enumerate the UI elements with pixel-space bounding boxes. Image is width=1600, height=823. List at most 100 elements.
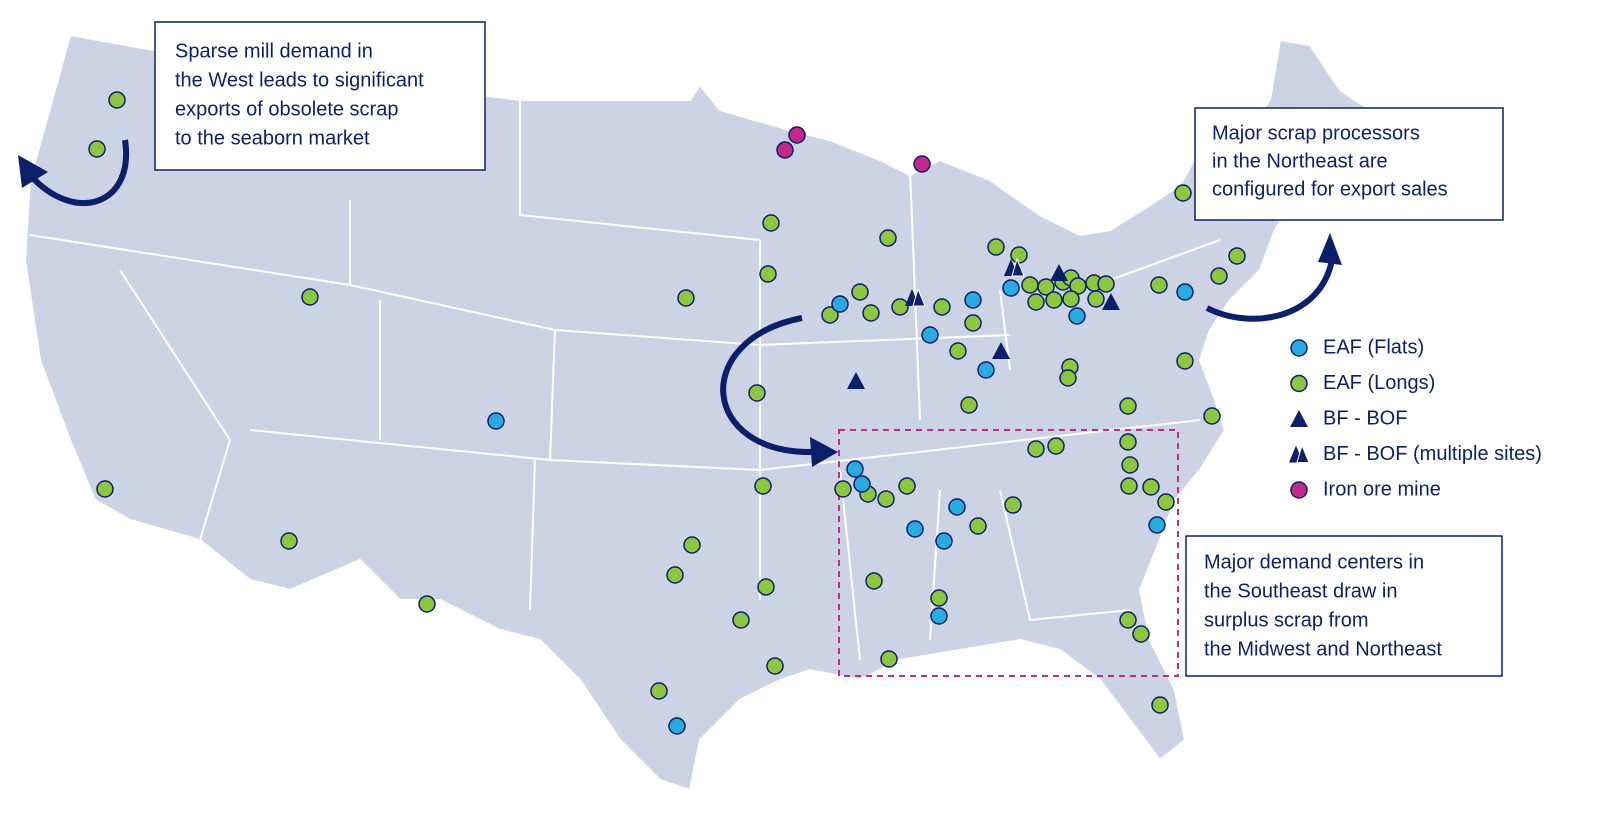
arrow — [27, 139, 130, 206]
eaf-flats-site — [668, 717, 686, 735]
callout-text: in the Northeast are — [1212, 150, 1388, 172]
bf-bof-multiple-site — [912, 287, 926, 307]
us-outline — [23, 33, 1372, 792]
arrowhead — [18, 155, 48, 188]
eaf-flats-site — [948, 498, 966, 516]
eaf-longs-site — [1087, 290, 1105, 308]
eaf-longs-site — [1151, 696, 1169, 714]
eaf-longs-site — [949, 342, 967, 360]
legend-symbol — [1290, 481, 1308, 499]
eaf-longs-site — [301, 288, 319, 306]
eaf-longs-site — [1174, 184, 1192, 202]
callout-text: the West leads to significant — [175, 69, 424, 91]
eaf-longs-site — [880, 650, 898, 668]
markers — [88, 91, 1246, 735]
eaf-longs-site — [683, 536, 701, 554]
callout-text: surplus scrap from — [1204, 609, 1369, 631]
eaf-flats-site — [1176, 283, 1194, 301]
eaf-longs-site — [1210, 267, 1228, 285]
callout-text: Major demand centers in — [1204, 551, 1424, 573]
arrowhead — [810, 437, 838, 467]
texts: Sparse mill demand in the West leads to s… — [175, 40, 1542, 660]
arrowheads — [18, 155, 1342, 467]
state-borders — [29, 100, 1221, 661]
eaf-longs-site — [1176, 352, 1194, 370]
eaf-flats-site — [1002, 279, 1020, 297]
callout-box — [1194, 107, 1504, 221]
eaf-longs-site — [88, 140, 106, 158]
eaf-longs-site — [1010, 246, 1028, 264]
legend-label: BF - BOF (multiple sites) — [1323, 443, 1542, 465]
callout-text: the Midwest and Northeast — [1204, 638, 1442, 660]
eaf-longs-site — [1021, 276, 1039, 294]
eaf-longs-site — [969, 517, 987, 535]
eaf-longs-site — [280, 532, 298, 550]
eaf-longs-site — [1203, 407, 1221, 425]
eaf-longs-site — [1062, 290, 1080, 308]
eaf-longs-site — [960, 396, 978, 414]
eaf-longs-site — [677, 289, 695, 307]
arrow — [1205, 259, 1335, 322]
eaf-flats-site — [853, 475, 871, 493]
eaf-longs-site — [666, 566, 684, 584]
eaf-longs-site — [1121, 456, 1139, 474]
callout-text: Major scrap processors — [1212, 122, 1420, 144]
eaf-flats-site — [846, 460, 864, 478]
eaf-flats-site — [977, 361, 995, 379]
eaf-longs-site — [762, 214, 780, 232]
eaf-flats-site — [935, 532, 953, 550]
callout-text: to the seaborn market — [175, 127, 370, 149]
eaf-longs-site — [879, 229, 897, 247]
eaf-longs-site — [96, 480, 114, 498]
eaf-longs-site — [987, 238, 1005, 256]
iron-ore-mine — [788, 126, 806, 144]
callout-text: Sparse mill demand in — [175, 40, 373, 62]
legend-symbol — [1290, 339, 1308, 357]
eaf-longs-site — [898, 477, 916, 495]
bf-bof-site — [1050, 264, 1068, 281]
eaf-longs-site — [732, 611, 750, 629]
callout-box — [1185, 535, 1503, 677]
southeast-region — [838, 429, 1179, 677]
eaf-flats-site — [964, 291, 982, 309]
eaf-longs-site — [1037, 278, 1055, 296]
iron-ore-mine — [913, 155, 931, 173]
eaf-longs-site — [930, 589, 948, 607]
arrow — [720, 315, 816, 456]
bf-bof-site — [847, 372, 865, 389]
eaf-flats-site — [906, 520, 924, 538]
eaf-longs-site — [1157, 493, 1175, 511]
eaf-longs-site — [766, 657, 784, 675]
eaf-flats-site — [487, 412, 505, 430]
eaf-longs-site — [1027, 293, 1045, 311]
eaf-longs-site — [1027, 440, 1045, 458]
eaf-longs-site — [964, 314, 982, 332]
eaf-longs-site — [1150, 276, 1168, 294]
bf-bof-site — [992, 342, 1010, 359]
eaf-longs-site — [834, 480, 852, 498]
eaf-longs-site — [933, 298, 951, 316]
legend-label: Iron ore mine — [1323, 478, 1441, 500]
legend-label: BF - BOF — [1323, 407, 1407, 429]
eaf-longs-site — [757, 578, 775, 596]
eaf-longs-site — [821, 306, 839, 324]
legend-label: EAF (Flats) — [1323, 336, 1424, 358]
eaf-flats-site — [921, 326, 939, 344]
eaf-flats-site — [831, 295, 849, 313]
legend-label: EAF (Longs) — [1323, 372, 1435, 394]
eaf-longs-site — [748, 384, 766, 402]
eaf-longs-site — [1120, 477, 1138, 495]
legend-symbol — [1290, 410, 1308, 427]
eaf-longs-site — [1097, 275, 1115, 293]
eaf-longs-site — [877, 490, 895, 508]
eaf-longs-site — [1059, 369, 1077, 387]
eaf-longs-site — [1045, 291, 1063, 309]
eaf-longs-site — [754, 477, 772, 495]
arrowhead — [1318, 233, 1342, 265]
eaf-longs-site — [759, 265, 777, 283]
eaf-flats-site — [1148, 516, 1166, 534]
bf-bof-multiple-site — [1011, 257, 1025, 277]
eaf-longs-site — [650, 682, 668, 700]
